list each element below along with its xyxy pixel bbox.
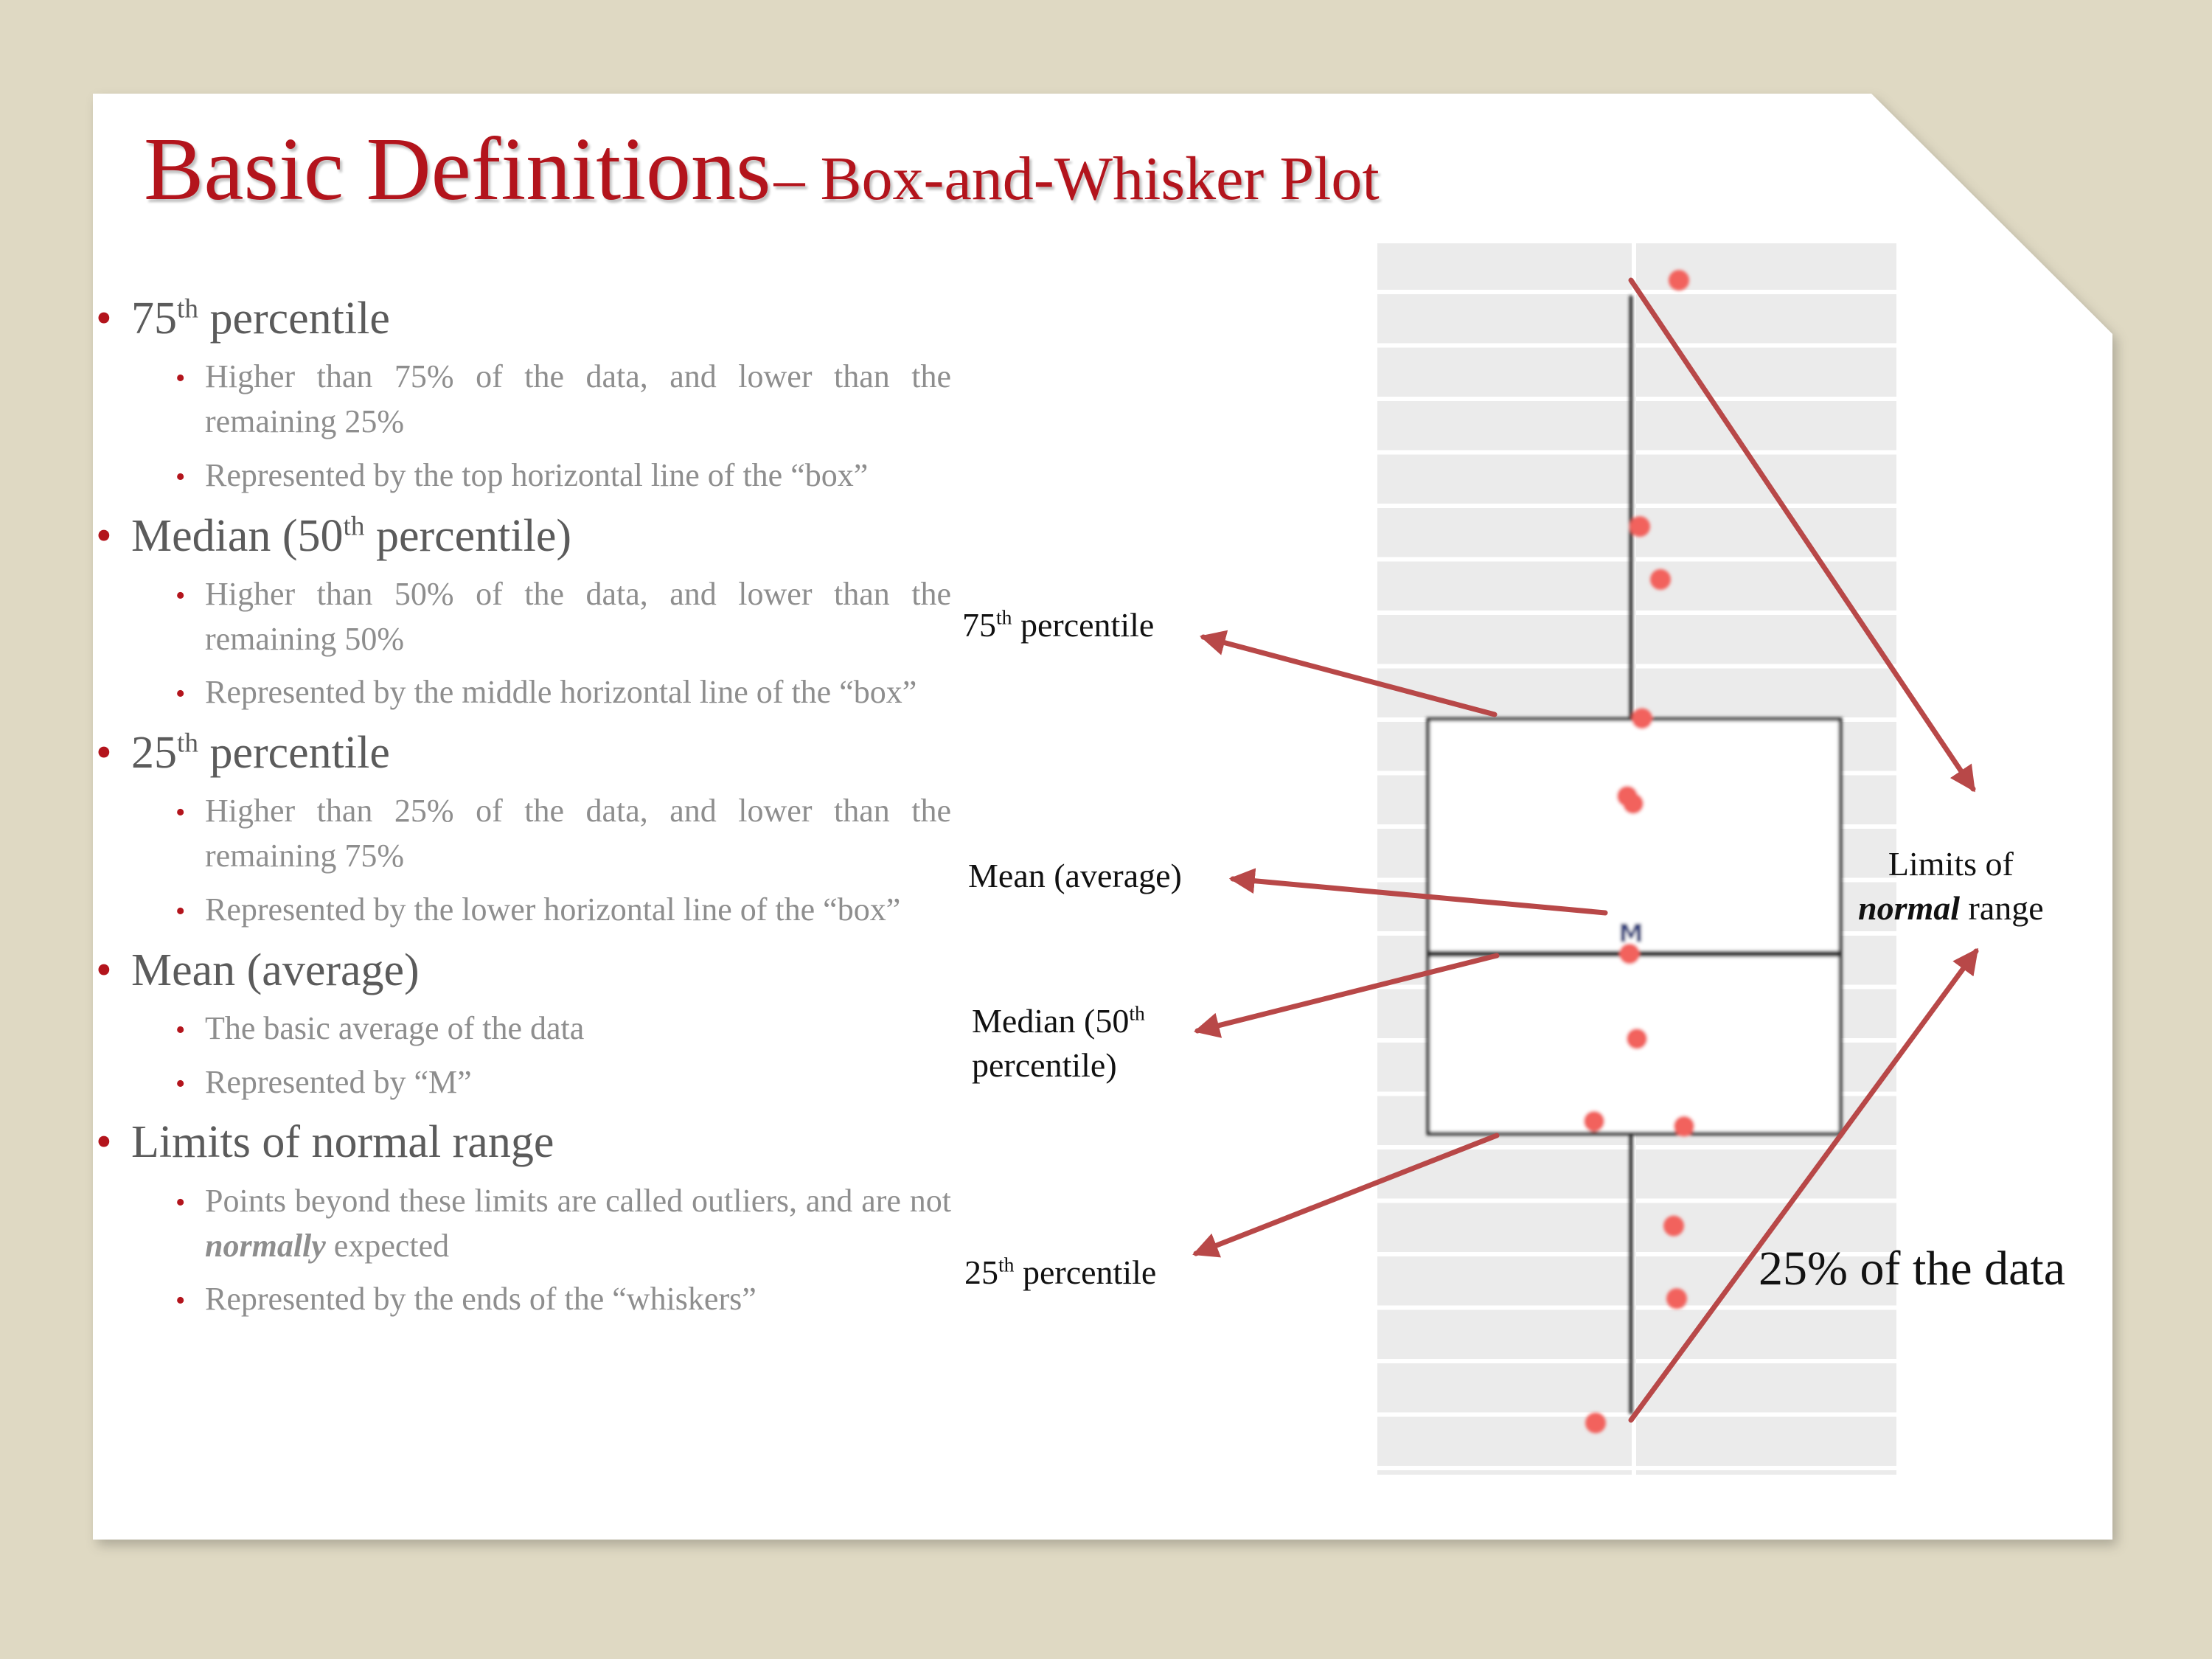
sub-bullet-dot: • [175,363,186,394]
ordinal-suffix: th [177,728,198,759]
sub-bullet: • Represented by the top horizontal line … [131,453,951,498]
arrow-median [1193,953,1500,1038]
sub-bullet-text: The basic average of the data [205,1010,585,1047]
sub-bullet-text: Higher than 75% of the data, and lower t… [205,358,951,440]
sub-bullet: • Higher than 50% of the data, and lower … [131,572,951,661]
callout-75th-percentile: 75th percentile [962,603,1154,647]
bullet-dot: • [96,510,112,561]
callout-text: Limits of [1888,845,2014,883]
bullet-dot: • [96,945,112,995]
bullet-heading: 25 [131,728,177,779]
sub-bullet: • The basic average of the data [131,1006,951,1051]
sub-bullet: • Represented by the lower horizontal lin… [131,888,951,933]
bullet-heading-rest: percentile [198,293,390,344]
data-point [1585,1412,1606,1433]
sub-bullet-dot: • [175,1068,186,1099]
ordinal-suffix: th [998,1253,1015,1276]
data-point [1663,1215,1684,1237]
arrow-75th-percentile [1199,630,1498,717]
bullet-dot: • [96,293,112,344]
data-point [1584,1110,1604,1132]
data-point [1623,793,1644,814]
plot-marks: M [1426,270,1843,1433]
ordinal-suffix: th [1129,1001,1145,1025]
interquartile-box [1426,717,1843,1135]
sub-bullet: • Higher than 75% of the data, and lower … [131,355,951,444]
callout-text: 75 [962,606,996,644]
annotation-arrows [1192,277,1979,1423]
callout-text-rest: range [1960,888,2044,927]
emphasis-normal: normal [1858,888,1961,927]
data-point [1669,270,1689,291]
callout-quartile-note: 25% of the data [1759,1242,2066,1295]
sub-bullet-dot: • [175,1285,186,1317]
sub-bullet-text: Represented by “M” [205,1063,472,1100]
sub-bullet: • Represented by the middle horizontal li… [131,670,951,715]
arrow-lower-limit [1628,947,1979,1423]
bullet-75th-percentile: • 75th percentile • Higher than 75% of the… [96,291,951,498]
emphasis-normally: normally [205,1227,326,1264]
callout-limits-normal-range: Limits of normal range [1858,842,2044,931]
ordinal-suffix: th [343,510,365,541]
box-plot: M [1377,243,1896,1475]
arrow-upper-limit [1628,277,1976,793]
data-point [1630,516,1650,538]
bullet-heading: 75 [131,293,177,344]
sub-bullet: • Represented by the ends of the “whisker… [131,1277,951,1322]
sub-bullet-dot: • [175,580,186,611]
data-point [1666,1288,1687,1310]
data-point [1632,708,1652,729]
slide-title: Basic Definitions – Box-and-Whisker Plot [144,118,1380,221]
sub-bullet: • Higher than 25% of the data, and lower … [131,789,951,878]
ordinal-suffix: th [996,605,1012,629]
callout-text-rest: percentile [1014,1253,1157,1291]
sub-bullet-text: Points beyond these limits are called ou… [205,1182,951,1219]
callout-text: 25 [964,1253,998,1291]
ordinal-suffix: th [177,293,198,324]
bullet-dot: • [96,1117,112,1168]
mean-marker: M [1618,919,1644,948]
data-point [1627,1028,1647,1049]
sub-bullet-dot: • [175,1186,186,1218]
bullet-heading: Limits of normal range [131,1117,554,1168]
callout-text-line2: percentile) [972,1046,1117,1084]
sub-bullet-text: Represented by the top horizontal line o… [205,456,869,493]
bullet-mean: • Mean (average) • The basic average of th… [96,943,951,1105]
sub-bullet-dot: • [175,895,186,927]
callout-text: Median (50 [972,1002,1130,1040]
sub-bullet-dot: • [175,1015,186,1046]
callout-text-rest: percentile [1012,606,1155,644]
arrow-25th-percentile [1192,1133,1500,1258]
sub-bullet-text: Represented by the ends of the “whiskers… [205,1281,757,1318]
definitions-list: • 75th percentile • Higher than 75% of the… [96,291,951,1331]
callout-median: Median (50th percentile) [972,999,1145,1088]
sub-bullet-text: Represented by the middle horizontal lin… [205,674,917,711]
bullet-dot: • [96,728,112,779]
data-point [1650,568,1671,590]
data-point [1674,1116,1694,1137]
arrow-mean [1228,868,1608,916]
bullet-25th-percentile: • 25th percentile • Higher than 25% of the… [96,726,951,933]
bullet-heading: Median (50 [131,510,344,561]
data-point [1619,943,1640,964]
sub-bullet-dot: • [175,797,186,829]
bullet-median: • Median (50th percentile) • Higher than 5… [96,509,951,716]
bullet-heading-rest: percentile [198,728,390,779]
title-main: Basic Definitions [144,119,771,219]
title-sub: – Box-and-Whisker Plot [773,145,1380,213]
sub-bullet-text: Higher than 50% of the data, and lower t… [205,575,951,657]
sub-bullet-dot: • [175,461,186,493]
sub-bullet-dot: • [175,678,186,710]
callout-25th-percentile: 25th percentile [964,1251,1156,1295]
sub-bullet-text-rest: expected [325,1227,450,1264]
bullet-heading: Mean (average) [131,945,420,995]
sub-bullet: • Points beyond these limits are called o… [131,1179,951,1268]
sub-bullet-text: Represented by the lower horizontal line… [205,891,901,928]
bullet-heading-rest: percentile) [364,510,572,561]
sub-bullet: • Represented by “M” [131,1060,951,1105]
callout-mean: Mean (average) [968,857,1182,894]
sub-bullet-text: Higher than 25% of the data, and lower t… [205,793,951,874]
bullet-limits: • Limits of normal range • Points beyond t… [96,1115,951,1322]
